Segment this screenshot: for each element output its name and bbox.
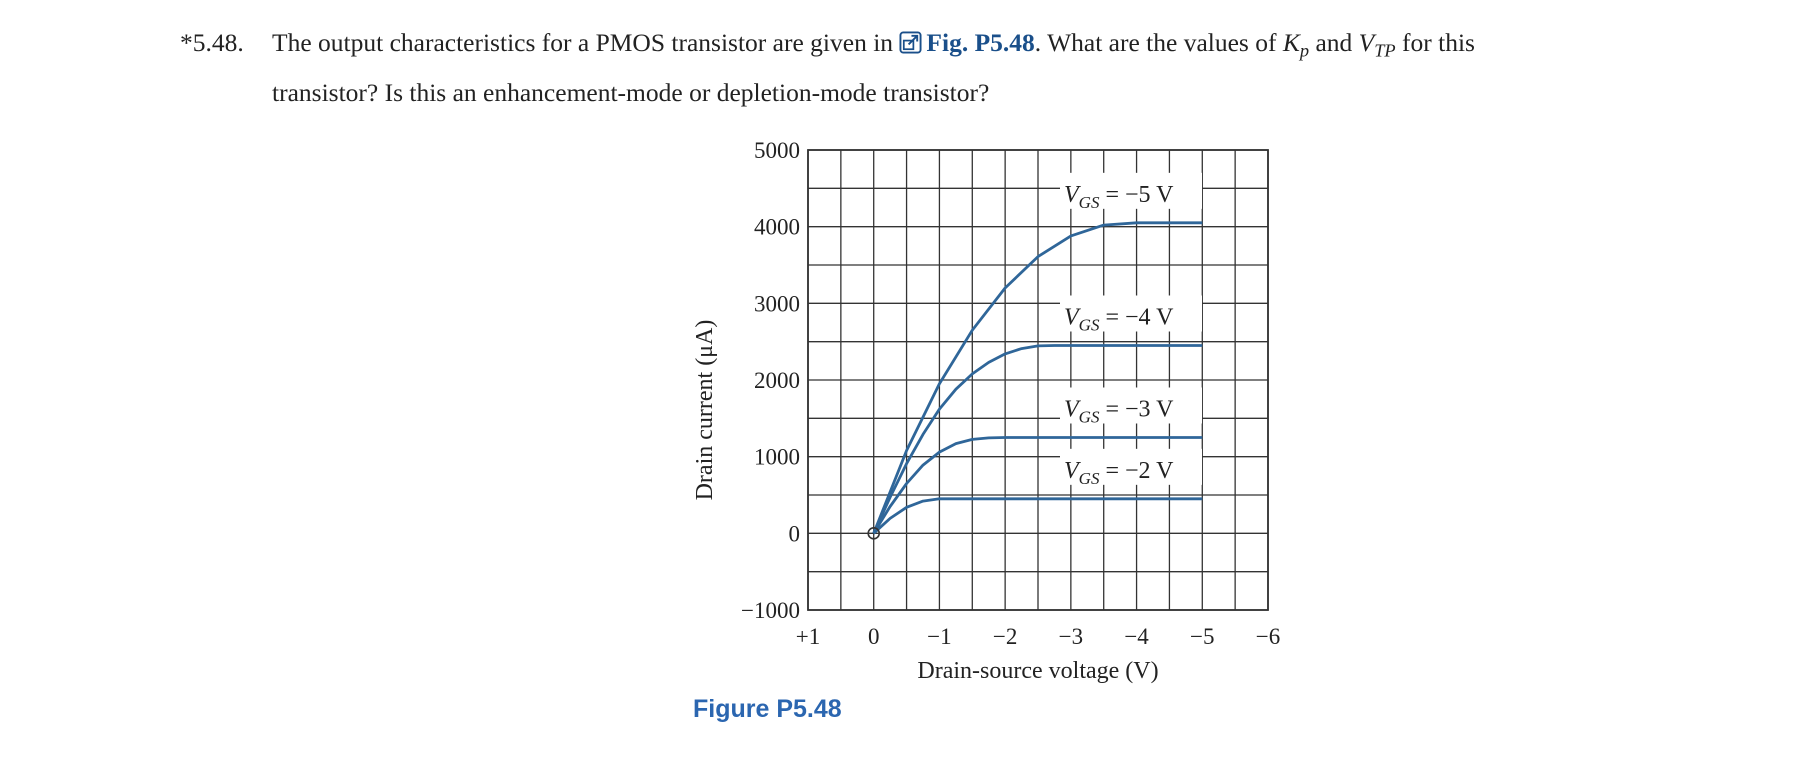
plot-frame [807, 149, 1269, 611]
y-tick-label: 1000 [754, 445, 800, 470]
external-link-icon[interactable] [899, 31, 922, 54]
problem-statement: *5.48. The output characteristics for a … [180, 22, 1700, 114]
curve-label: VGS = −3 V [1064, 397, 1174, 427]
figure-link[interactable]: Fig. P5.48 [899, 28, 1035, 57]
curve-vgs-4-v [872, 344, 1203, 534]
x-tick-label: −2 [993, 624, 1017, 649]
curve-vgs-3-v [872, 436, 1203, 535]
origin-marker [867, 527, 881, 540]
x-axis-label: Drain-source voltage (V) [917, 658, 1158, 684]
x-tick-label: −3 [1059, 624, 1083, 649]
curve-label: VGS = −5 V [1064, 182, 1174, 212]
x-tick-label: −4 [1124, 624, 1149, 649]
curve-label: VGS = −2 V [1064, 458, 1174, 488]
y-tick-label: 3000 [754, 291, 800, 316]
y-tick-label: 5000 [754, 138, 800, 163]
curve-vgs-2-v [872, 497, 1203, 535]
problem-number: *5.48. [180, 28, 244, 57]
problem-text-mid: . What are the values of [1034, 28, 1277, 57]
curve-label: VGS = −4 V [1064, 305, 1174, 335]
problem-text-end: for this [1402, 28, 1475, 57]
problem-text-start: The output characteristics for a PMOS tr… [272, 28, 894, 57]
vtp-symbol: VTP [1358, 28, 1396, 61]
y-axis-label: Drain current (μA) [692, 320, 718, 501]
figure-caption: Figure P5.48 [693, 695, 842, 723]
curve-label-background [1060, 448, 1202, 485]
problem-text-line2: transistor? Is this an enhancement-mode … [272, 77, 990, 107]
y-tick-label: 2000 [754, 368, 800, 393]
curve-label-background [1060, 387, 1202, 424]
x-tick-label: 0 [868, 624, 880, 649]
curve-label-background [1060, 295, 1202, 332]
figure-link-label[interactable]: Fig. P5.48 [926, 28, 1035, 57]
y-tick-label: 0 [789, 521, 801, 546]
curve-label-background [1060, 172, 1202, 209]
x-tick-label: −1 [927, 624, 951, 649]
y-tick-label: −1000 [741, 598, 800, 623]
kp-symbol: Kp [1282, 28, 1310, 61]
curve-vgs-5-v [872, 221, 1203, 534]
problem-body: The output characteristics for a PMOS tr… [272, 22, 1700, 114]
x-tick-label: −6 [1256, 624, 1280, 649]
and-word: and [1315, 28, 1353, 57]
x-tick-label: −5 [1190, 624, 1214, 649]
x-tick-label: +1 [796, 624, 820, 649]
y-tick-label: 4000 [754, 215, 800, 240]
